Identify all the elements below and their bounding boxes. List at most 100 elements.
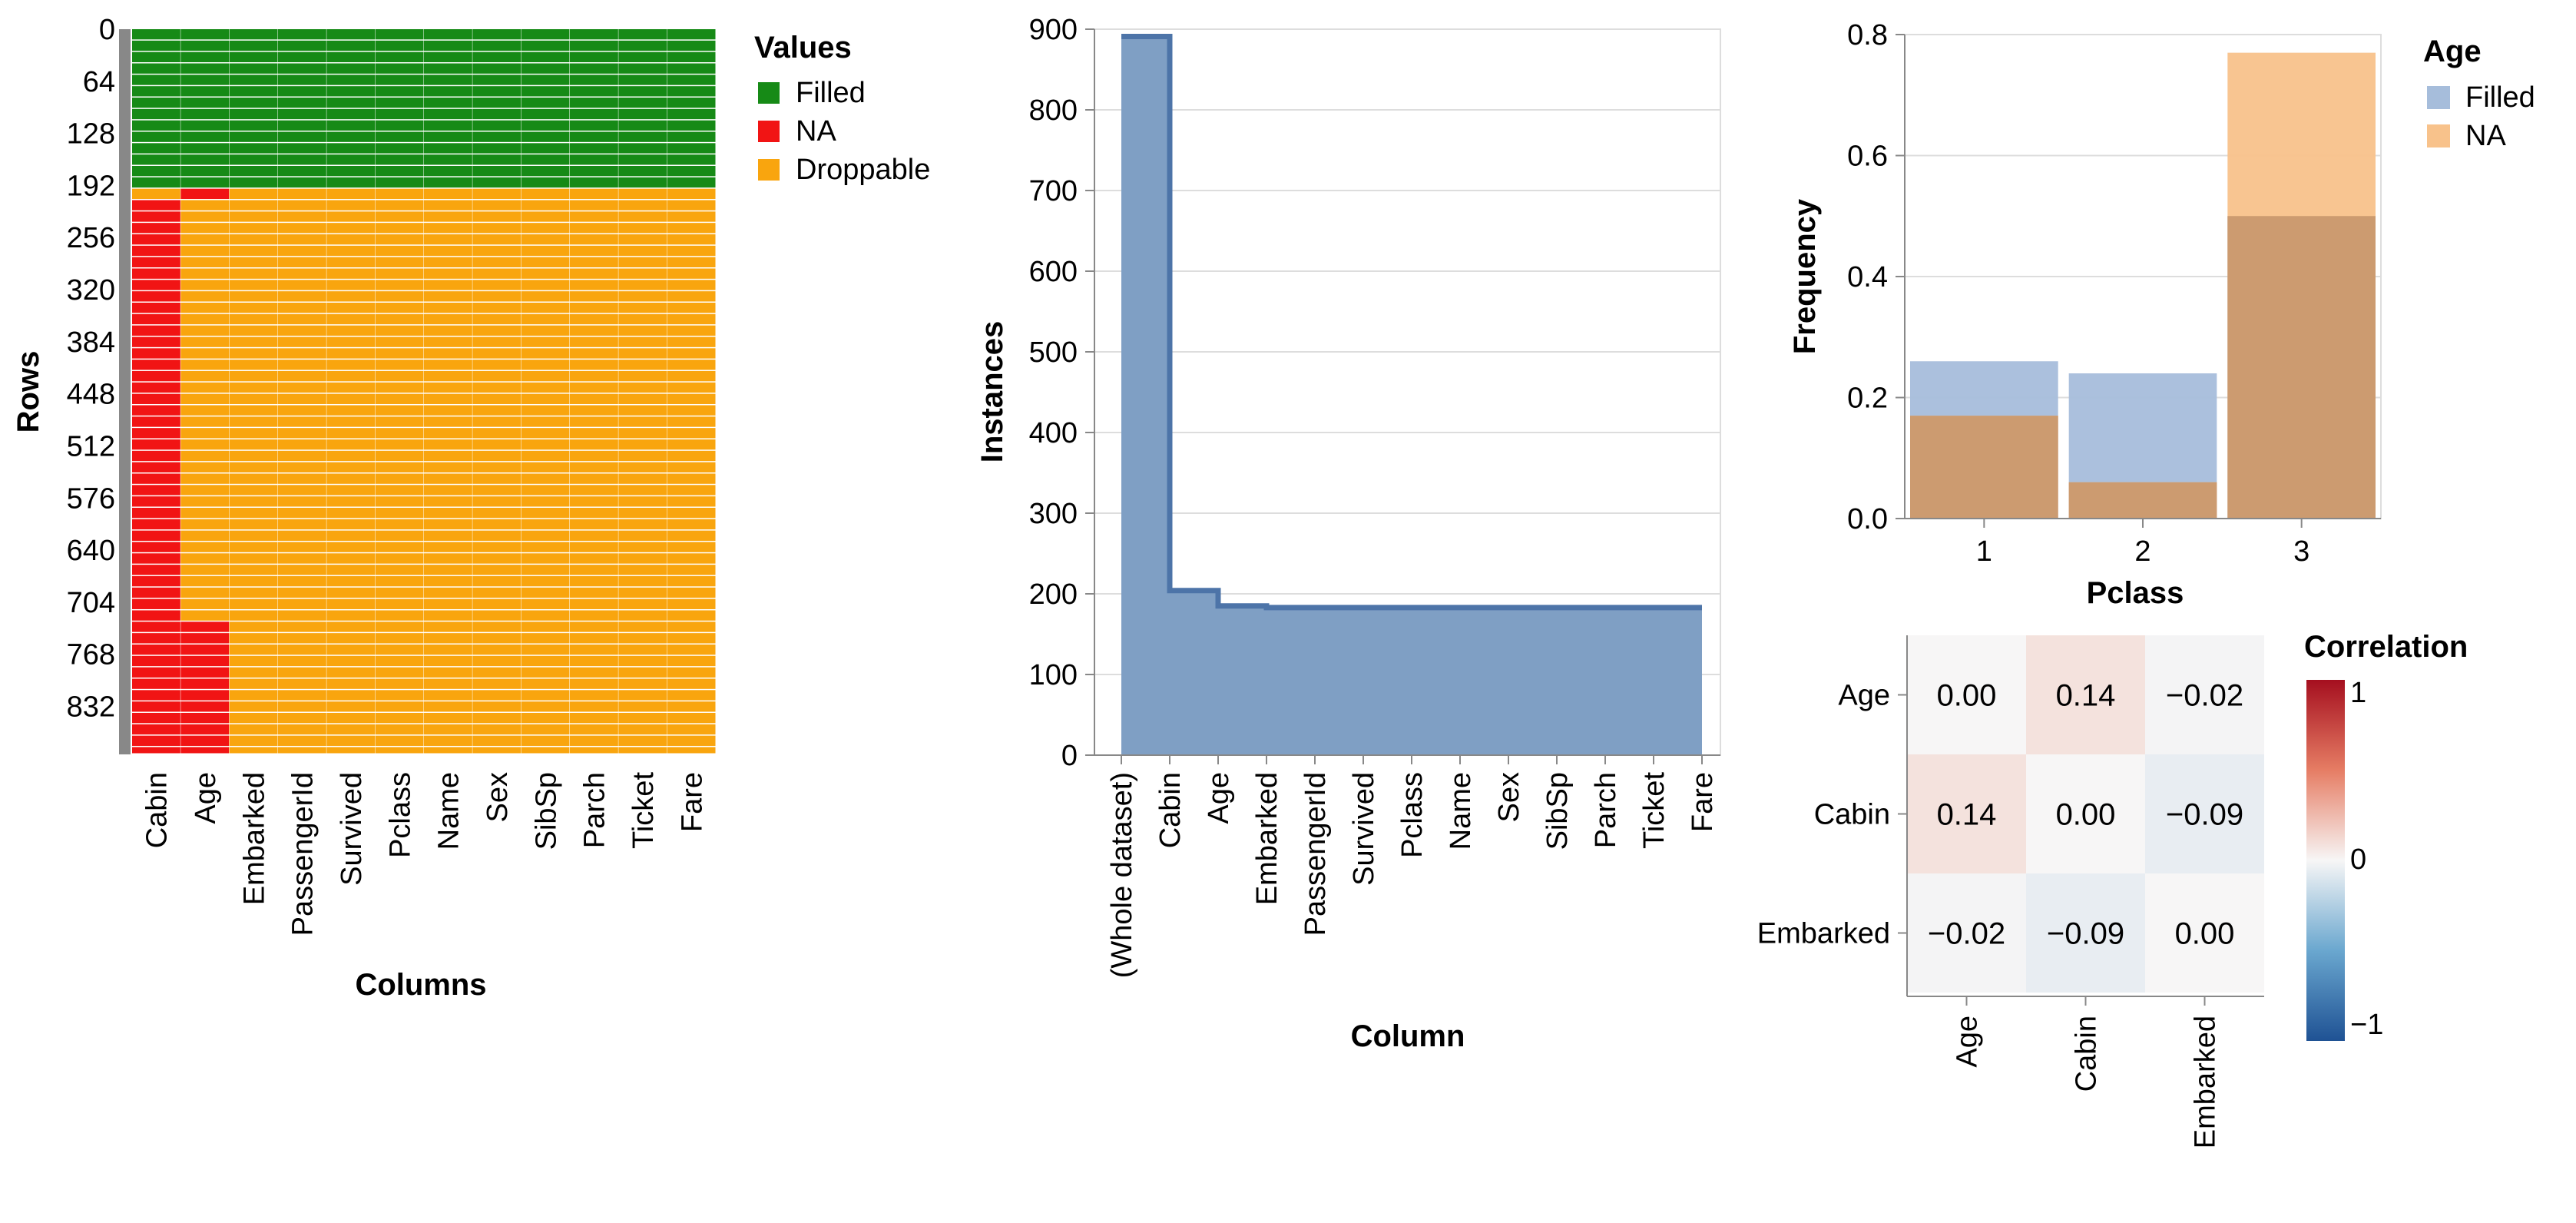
matrix-cell-ticket [618, 223, 667, 234]
matrix-cells [132, 29, 716, 754]
column-tick-label: Age [190, 772, 222, 824]
matrix-cell-fare [667, 108, 716, 120]
matrix-cell-cabin [132, 416, 180, 427]
matrix-cell-age [180, 701, 230, 712]
matrix-cell-parch [570, 143, 618, 154]
matrix-cell-passengerid [278, 747, 326, 754]
column-tick-label: Cabin [141, 772, 174, 848]
matrix-cell-passengerid [278, 428, 326, 439]
matrix-cell-name [424, 621, 472, 632]
column-tick-label: Name [433, 772, 465, 850]
matrix-cell-sibsp [521, 291, 570, 302]
matrix-cell-fare [667, 29, 716, 40]
matrix-cell-sibsp [521, 223, 570, 234]
matrix-cell-name [424, 245, 472, 257]
matrix-cell-cabin [132, 439, 180, 450]
matrix-cell-passengerid [278, 701, 326, 712]
matrix-cell-parch [570, 633, 618, 644]
matrix-cell-pclass [375, 712, 424, 724]
matrix-cell-embarked [229, 108, 278, 120]
matrix-cell-ticket [618, 280, 667, 290]
y-tick-labels: 0 100 200 300 400 500 600 700 800 900 [1029, 14, 1078, 772]
matrix-cell-name [424, 188, 472, 199]
row-tick-label: 576 [67, 482, 115, 515]
instances-step-chart: 0 100 200 300 400 500 600 700 800 900 (Whole data… [975, 14, 1721, 1053]
matrix-cell-fare [667, 86, 716, 97]
matrix-cell-sex [472, 450, 521, 462]
matrix-cell-pclass [375, 177, 424, 188]
row-tick-label: 256 [67, 222, 115, 254]
matrix-cell-age [180, 370, 230, 382]
matrix-cell-embarked [229, 598, 278, 609]
matrix-cell-sex [472, 655, 521, 667]
matrix-cell-parch [570, 644, 618, 655]
matrix-cell-survived [326, 416, 376, 427]
row-tick-label: 192 [67, 170, 115, 202]
matrix-cell-age [180, 621, 230, 632]
matrix-cell-pclass [375, 200, 424, 210]
matrix-cell-ticket [618, 257, 667, 267]
matrix-cell-sibsp [521, 678, 570, 689]
matrix-cell-pclass [375, 63, 424, 74]
matrix-cell-sibsp [521, 610, 570, 621]
legend-label-na: NA [2465, 120, 2506, 152]
matrix-cell-passengerid [278, 325, 326, 336]
matrix-cell-fare [667, 678, 716, 689]
y-tick-label: 900 [1029, 14, 1078, 46]
matrix-cell-ticket [618, 450, 667, 462]
matrix-cell-name [424, 507, 472, 519]
row-tick-label: 832 [67, 691, 115, 723]
matrix-cell-pclass [375, 291, 424, 302]
matrix-cell-passengerid [278, 51, 326, 62]
matrix-cell-survived [326, 598, 376, 609]
matrix-cell-survived [326, 496, 376, 507]
matrix-cell-ticket [618, 724, 667, 735]
matrix-cell-sex [472, 530, 521, 541]
matrix-cell-sibsp [521, 200, 570, 210]
matrix-cell-sibsp [521, 405, 570, 416]
matrix-cell-cabin [132, 724, 180, 735]
matrix-cell-embarked [229, 655, 278, 667]
matrix-cell-name [424, 565, 472, 575]
matrix-cell-cabin [132, 348, 180, 359]
column-tick-label: Sex [482, 772, 514, 822]
matrix-cell-cabin [132, 97, 180, 108]
matrix-cell-sex [472, 519, 521, 530]
matrix-cell-sibsp [521, 428, 570, 439]
matrix-cell-sibsp [521, 131, 570, 142]
matrix-cell-pclass [375, 621, 424, 632]
matrix-cell-survived [326, 553, 376, 564]
matrix-cell-passengerid [278, 610, 326, 621]
bar-overlap [2068, 482, 2217, 519]
matrix-cell-pclass [375, 610, 424, 621]
matrix-cell-ticket [618, 519, 667, 530]
matrix-cell-parch [570, 313, 618, 325]
matrix-cell-pclass [375, 257, 424, 267]
x-tick-label: Embarked [2190, 1016, 2222, 1148]
matrix-cell-survived [326, 667, 376, 678]
matrix-cell-ticket [618, 211, 667, 222]
matrix-cell-passengerid [278, 131, 326, 142]
matrix-cell-fare [667, 40, 716, 51]
matrix-cell-age [180, 485, 230, 495]
matrix-cell-pclass [375, 154, 424, 165]
matrix-cell-embarked [229, 188, 278, 199]
matrix-cell-survived [326, 143, 376, 154]
matrix-cell-sex [472, 200, 521, 210]
matrix-cell-name [424, 382, 472, 393]
x-tick-labels: 1 2 3 [1976, 519, 2309, 568]
matrix-cell-age [180, 678, 230, 689]
matrix-cell-name [424, 496, 472, 507]
matrix-cell-name [424, 393, 472, 404]
matrix-cell-sex [472, 735, 521, 746]
matrix-cell-fare [667, 553, 716, 564]
matrix-cell-fare [667, 257, 716, 267]
matrix-cell-age [180, 428, 230, 439]
matrix-cell-embarked [229, 268, 278, 279]
matrix-cell-survived [326, 75, 376, 85]
y-tick-label: 0.8 [1847, 19, 1888, 51]
matrix-cell-passengerid [278, 735, 326, 746]
matrix-cell-passengerid [278, 245, 326, 257]
matrix-cell-parch [570, 542, 618, 552]
legend-title: Age [2423, 35, 2482, 68]
